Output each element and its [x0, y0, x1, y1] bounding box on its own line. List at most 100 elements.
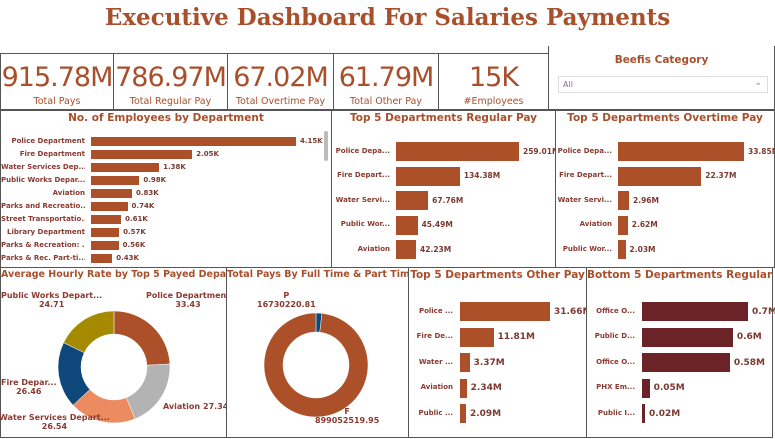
bar[interactable]: [618, 142, 744, 161]
bar-row: Public I... 0.02M: [587, 404, 772, 423]
category-label: Public Works Depar...: [1, 175, 85, 184]
bar[interactable]: [618, 215, 628, 235]
chart-title: Top 5 Departments Other Pay: [410, 269, 585, 281]
slice-label: Police Department 33.43: [146, 291, 230, 309]
bar[interactable]: [91, 163, 160, 172]
bar[interactable]: [91, 241, 119, 250]
bar[interactable]: [460, 353, 470, 372]
bar[interactable]: [396, 240, 417, 259]
top5-other-pay-chart: Top 5 Departments Other Pay Police ... 31…: [408, 267, 591, 438]
slice-name: F: [344, 407, 350, 416]
chart-title: Top 5 Departments Regular Pay: [350, 112, 537, 124]
category-label: Public Wor...: [340, 220, 390, 228]
bar[interactable]: [91, 228, 120, 237]
bar-row: PHX Em... 0.05M: [587, 378, 772, 398]
category-label: Aviation: [420, 383, 453, 391]
bar[interactable]: [642, 378, 650, 398]
bar-row: Fire Depart... 134.38M: [332, 166, 555, 186]
bar-row: Parks & Rec. Part-ti... 0.43K: [1, 254, 331, 263]
data-label: 259.01M: [523, 146, 560, 156]
data-label: 0.56K: [122, 240, 146, 249]
category-label: Fire Department: [19, 149, 85, 158]
donut-slice[interactable]: [263, 312, 369, 418]
donut-slice[interactable]: [113, 310, 171, 366]
category-label: Office O...: [596, 357, 635, 366]
data-label: 2.96M: [633, 195, 659, 205]
category-label: Public D...: [594, 332, 635, 340]
kpi-total-pays: 915.78M Total Pays: [0, 53, 114, 110]
bar[interactable]: [642, 404, 646, 423]
chart-title: Top 5 Departments Overtime Pay: [567, 112, 763, 124]
data-label: 2.09M: [469, 408, 502, 419]
chevron-down-icon[interactable]: ⌄: [754, 78, 762, 88]
slice-value: 16730220.81: [257, 300, 316, 309]
donut-slice[interactable]: [63, 310, 115, 353]
bar[interactable]: [460, 302, 550, 321]
bar[interactable]: [618, 166, 702, 186]
bar[interactable]: [91, 176, 140, 185]
category-label: Police Depa...: [557, 146, 612, 155]
kpi-value: 786.97M: [115, 62, 227, 93]
kpi-employees: 15K #Employees: [438, 53, 549, 110]
data-label: 67.76M: [432, 195, 464, 205]
bottom5-regular-pay-chart: Bottom 5 Departments Regular Pay Office …: [586, 267, 775, 438]
bar-row: Public Wor... 2.03M: [556, 240, 774, 259]
bar[interactable]: [618, 240, 626, 259]
category-label: Office O...: [596, 306, 635, 315]
slicer-value: All: [563, 80, 573, 89]
bar[interactable]: [460, 404, 466, 423]
kpi-value: 67.02M: [233, 62, 329, 93]
slice-label: Fire Depar... 26.46: [1, 378, 56, 396]
kpi-value: 15K: [468, 62, 519, 93]
bar[interactable]: [396, 142, 519, 161]
scrollbar[interactable]: [324, 131, 328, 161]
chart-title: Average Hourly Rate by Top 5 Payed Depar…: [1, 269, 264, 280]
bar[interactable]: [91, 202, 128, 211]
bar[interactable]: [396, 191, 429, 210]
chart-title: No. of Employees by Department: [68, 112, 264, 124]
slice-label: Water Services Depart... 26.54: [0, 413, 110, 431]
bar[interactable]: [642, 327, 733, 347]
category-label: Fire Depart...: [337, 171, 390, 179]
kpi-label: Total Overtime Pay: [235, 96, 326, 107]
bar[interactable]: [642, 302, 748, 321]
chart-title: Total Pays By Full Time & Part Time: [227, 269, 417, 280]
category-label: Fire De...: [416, 332, 453, 340]
slice-name: Police Department: [146, 291, 231, 300]
data-label: 0.58M: [733, 357, 765, 368]
bar[interactable]: [460, 327, 494, 347]
average-hourly-rate-chart: Average Hourly Rate by Top 5 Payed Depar…: [0, 267, 264, 438]
data-label: 3.37M: [473, 357, 505, 368]
bar[interactable]: [91, 150, 193, 159]
slice-name: Water Services Depart...: [0, 413, 110, 422]
kpi-label: Total Other Pay: [350, 96, 422, 107]
bar[interactable]: [396, 166, 460, 186]
bar-row: Fire Depart... 22.37M: [556, 166, 774, 186]
category-label: Water Servi...: [557, 195, 612, 204]
donut-chart: [263, 312, 369, 418]
kpi-total-overtime-pay: 67.02M Total Overtime Pay: [227, 53, 334, 110]
bar[interactable]: [91, 215, 122, 224]
bar[interactable]: [91, 189, 132, 198]
bar[interactable]: [642, 353, 730, 372]
kpi-total-other-pay: 61.79M Total Other Pay: [333, 53, 439, 110]
bar[interactable]: [460, 378, 467, 398]
bar-row: Aviation 0.83K: [1, 189, 331, 198]
category-label: Water Servi...: [335, 195, 390, 204]
data-label: 2.62M: [631, 220, 658, 229]
bar[interactable]: [91, 254, 113, 263]
bar-row: Street Transportatio... 0.61K: [1, 215, 331, 224]
bar-row: Parks & Recreation: ... 0.56K: [1, 241, 331, 250]
bar[interactable]: [91, 137, 296, 146]
category-label: Police Depa...: [335, 146, 390, 155]
category-label: Water Services Dep...: [1, 162, 85, 171]
category-label: Public Wor...: [562, 244, 612, 253]
category-label: Public ...: [418, 408, 454, 417]
bar[interactable]: [396, 215, 418, 235]
data-label: 0.74K: [131, 201, 155, 210]
slicer-dropdown[interactable]: All ⌄: [558, 76, 768, 93]
kpi-value: 61.79M: [338, 62, 435, 93]
slice-name: Public Works Depart...: [1, 291, 103, 300]
bar[interactable]: [618, 191, 630, 210]
data-label: 0.43K: [116, 253, 139, 262]
